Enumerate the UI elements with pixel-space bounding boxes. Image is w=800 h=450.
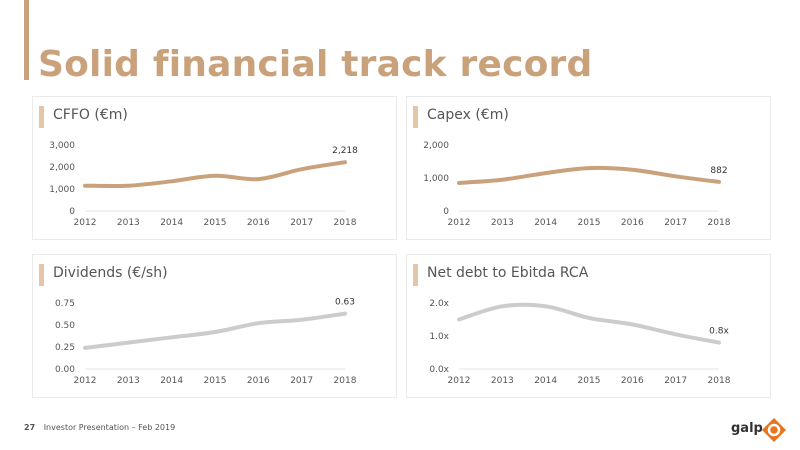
panel-marker xyxy=(39,264,44,286)
x-tick-label: 2018 xyxy=(708,218,731,228)
x-tick-label: 2016 xyxy=(247,376,270,386)
y-tick-label: 0 xyxy=(69,207,75,217)
series-line xyxy=(83,160,347,189)
y-tick-label: 0.75 xyxy=(55,299,75,309)
x-tick-label: 2014 xyxy=(160,218,183,228)
y-tick-label: 1.0x xyxy=(429,332,449,342)
x-tick-label: 2018 xyxy=(708,376,731,386)
chart-panel-capex: Capex (€m) 0 1,000 2,000 2012 2013 2014 2015 20… xyxy=(406,96,771,240)
x-tick-label: 2018 xyxy=(334,376,357,386)
y-tick-label: 0.0x xyxy=(429,365,449,375)
x-tick-label: 2014 xyxy=(534,218,557,228)
x-tick-label: 2014 xyxy=(160,376,183,386)
x-tick-label: 2012 xyxy=(448,218,471,228)
title-accent-bar xyxy=(24,0,29,80)
footer: 27 Investor Presentation – Feb 2019 xyxy=(24,423,175,432)
chart-panel-net-debt: Net debt to Ebitda RCA 0.0x 1.0x 2.0x 2012 2… xyxy=(406,254,771,398)
logo-mark-icon xyxy=(762,418,786,442)
chart-panel-dividends: Dividends (€/sh) 0.00 0.25 0.50 0.75 2012 201… xyxy=(32,254,397,398)
x-tick-label: 2012 xyxy=(448,376,471,386)
chart-svg: 0 1,000 2,000 2012 2013 2014 2015 2016 2017 2018 8… xyxy=(423,141,731,228)
x-tick-label: 2014 xyxy=(534,376,557,386)
x-tick-label: 2017 xyxy=(664,218,687,228)
x-tick-label: 2016 xyxy=(621,376,644,386)
x-tick-label: 2015 xyxy=(204,376,227,386)
y-tick-label: 1,000 xyxy=(423,174,449,184)
y-tick-label: 0.50 xyxy=(55,321,75,331)
data-label-last: 0.8x xyxy=(709,327,729,337)
x-tick-label: 2017 xyxy=(290,376,313,386)
y-tick-label: 0.00 xyxy=(55,365,75,375)
chart-title: CFFO (€m) xyxy=(53,107,128,123)
panel-marker xyxy=(413,264,418,286)
y-tick-label: 2.0x xyxy=(429,299,449,309)
y-tick-label: 1,000 xyxy=(49,185,75,195)
page-number: 27 xyxy=(24,423,36,432)
chart-svg: 0.0x 1.0x 2.0x 2012 2013 2014 2015 2016 2017 2018… xyxy=(429,299,731,386)
x-tick-label: 2016 xyxy=(621,218,644,228)
x-tick-label: 2013 xyxy=(491,218,514,228)
x-tick-label: 2012 xyxy=(74,218,97,228)
data-label-last: 882 xyxy=(710,166,727,176)
x-tick-label: 2017 xyxy=(664,376,687,386)
chart-title: Dividends (€/sh) xyxy=(53,265,168,281)
panel-marker xyxy=(39,106,44,128)
panel-marker xyxy=(413,106,418,128)
chart-title: Net debt to Ebitda RCA xyxy=(427,265,589,281)
x-tick-label: 2013 xyxy=(117,218,140,228)
series-line xyxy=(457,302,721,345)
logo-text: galp xyxy=(731,421,763,436)
y-tick-label: 2,000 xyxy=(49,163,75,173)
y-tick-label: 2,000 xyxy=(423,141,449,151)
x-tick-label: 2015 xyxy=(204,218,227,228)
data-label-last: 2,218 xyxy=(332,146,358,156)
chart-svg: 0 1,000 2,000 3,000 2012 2013 2014 2015 2016 2017… xyxy=(49,141,358,228)
page-title: Solid financial track record xyxy=(38,44,593,85)
x-tick-label: 2017 xyxy=(290,218,313,228)
x-tick-label: 2015 xyxy=(578,218,601,228)
chart-title: Capex (€m) xyxy=(427,107,509,123)
chart-svg: 0.00 0.25 0.50 0.75 2012 2013 2014 2015 2016 2017… xyxy=(55,298,357,386)
x-tick-label: 2013 xyxy=(117,376,140,386)
chart-panel-cffo: CFFO (€m) 0 1,000 2,000 3,000 2012 2013 2014 20… xyxy=(32,96,397,240)
x-tick-label: 2018 xyxy=(334,218,357,228)
series-line xyxy=(457,165,721,185)
y-tick-label: 0 xyxy=(443,207,449,217)
x-tick-label: 2013 xyxy=(491,376,514,386)
footer-text: Investor Presentation – Feb 2019 xyxy=(43,423,176,432)
x-tick-label: 2016 xyxy=(247,218,270,228)
x-tick-label: 2015 xyxy=(578,376,601,386)
y-tick-label: 3,000 xyxy=(49,141,75,151)
x-tick-label: 2012 xyxy=(74,376,97,386)
galp-logo: galp xyxy=(731,417,787,443)
data-label-last: 0.63 xyxy=(335,298,355,308)
y-tick-label: 0.25 xyxy=(55,343,75,353)
series-line xyxy=(83,311,347,350)
